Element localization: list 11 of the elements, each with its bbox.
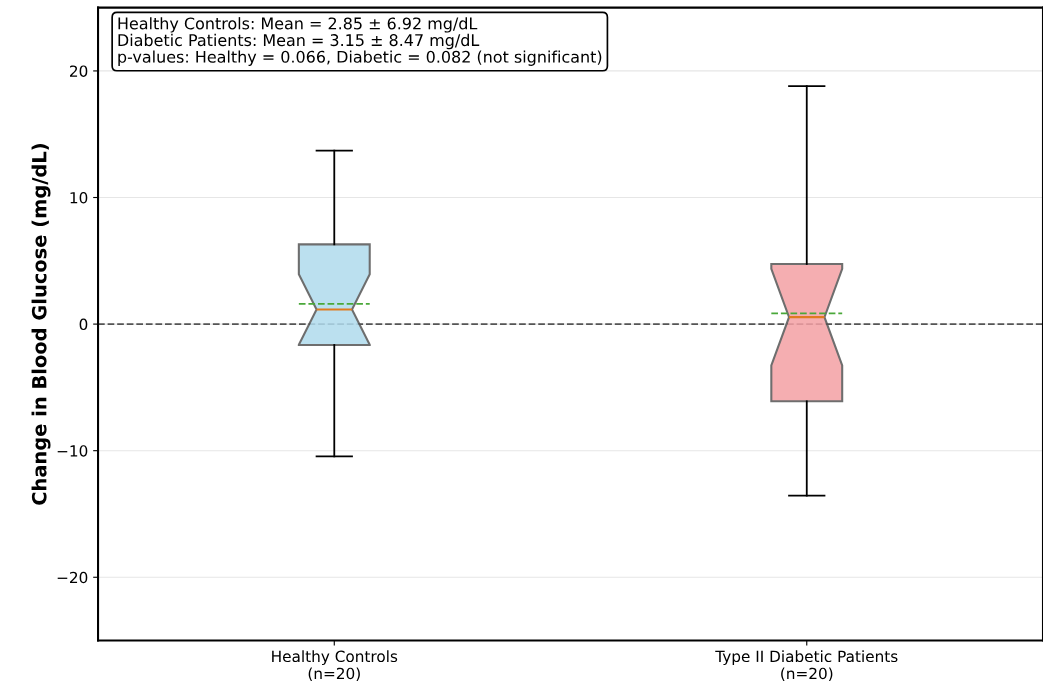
annotation: p-values: Healthy = 0.066, Diabetic = 0.082 (not significant) (118, 50, 602, 66)
y-tick-label: 20 (70, 65, 88, 77)
x-tick-label: Healthy Controls (n=20) (272, 650, 398, 682)
y-tick-label: −20 (57, 571, 88, 584)
y-tick-label: −10 (57, 445, 88, 457)
x-tick-label: Type II Diabetic Patients (n=20) (715, 650, 898, 682)
annotation: Healthy Controls: Mean = 2.85 ± 6.92 mg/dL (118, 17, 478, 33)
y-axis-title: Change in Blood Glucose (mg/dL) (31, 144, 51, 505)
annotation: Diabetic Patients: Mean = 3.15 ± 8.47 mg/dL (118, 33, 480, 50)
y-tick-label: 10 (70, 191, 88, 204)
y-tick-label: 0 (79, 318, 88, 331)
